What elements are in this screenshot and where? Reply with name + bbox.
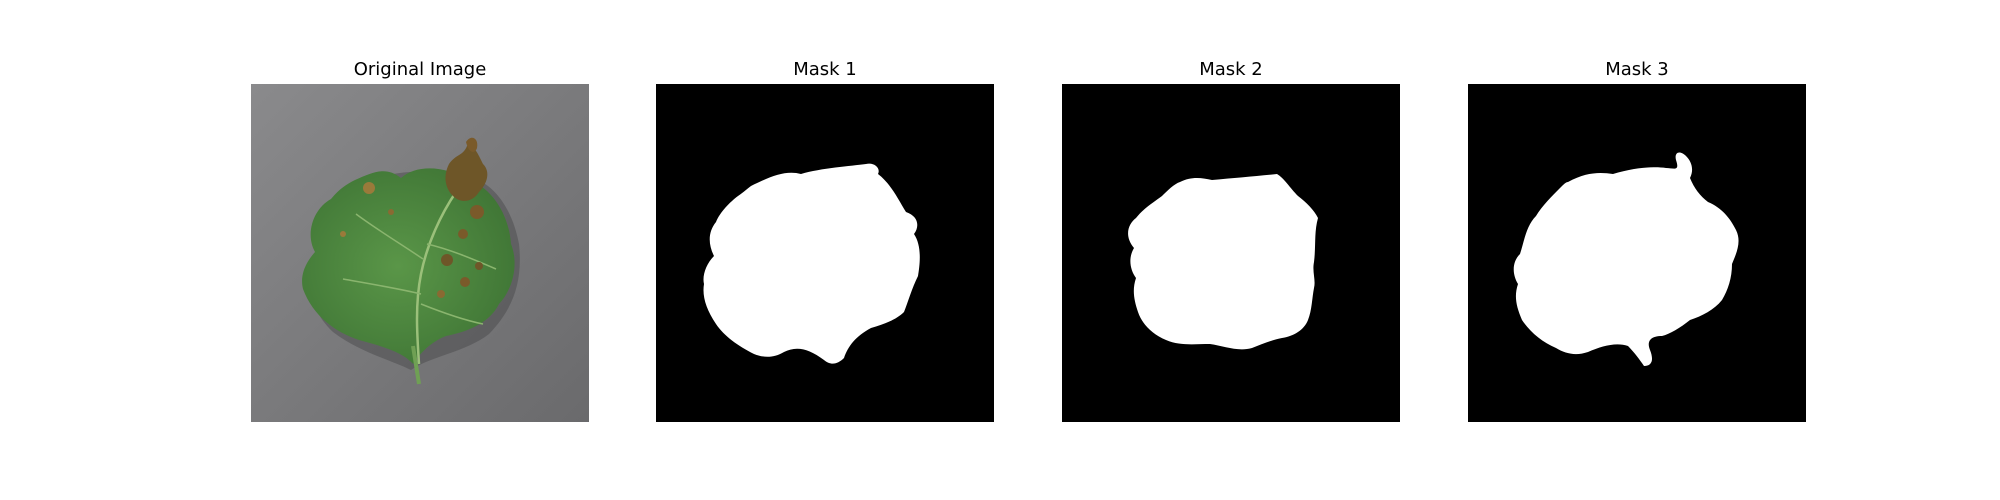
leaf-vein bbox=[355, 213, 424, 260]
leaf-vein bbox=[420, 303, 484, 325]
lesion-spot bbox=[437, 290, 445, 298]
lesion-spot bbox=[363, 182, 375, 194]
lesion-spot bbox=[441, 254, 453, 266]
lesion-spot bbox=[475, 262, 483, 270]
leaf-vein bbox=[426, 243, 497, 270]
leaf-vein bbox=[342, 278, 422, 295]
lesion-spot bbox=[340, 231, 346, 237]
panel-title: Mask 1 bbox=[793, 59, 857, 80]
panel-title: Mask 2 bbox=[1199, 59, 1263, 80]
mask-region bbox=[1128, 174, 1318, 350]
lesion-spot bbox=[470, 205, 484, 219]
mask-region bbox=[703, 163, 920, 364]
mask-image bbox=[1468, 84, 1806, 422]
lesion-spot bbox=[388, 209, 394, 215]
panel-title: Mask 3 bbox=[1605, 59, 1669, 80]
mask-region bbox=[1513, 152, 1739, 366]
lesion-spot bbox=[458, 229, 468, 239]
leaf-stem bbox=[411, 345, 421, 385]
leaf-midrib bbox=[415, 191, 458, 365]
mask-image bbox=[656, 84, 994, 422]
mask-image bbox=[1062, 84, 1400, 422]
panel-original-image: Original Image bbox=[251, 0, 589, 500]
lesion-cluster bbox=[466, 137, 478, 152]
panel-mask-3: Mask 3 bbox=[1468, 0, 1806, 500]
lesion-cluster bbox=[445, 145, 488, 201]
panel-mask-1: Mask 1 bbox=[656, 0, 994, 500]
leaf bbox=[302, 168, 515, 364]
panel-title: Original Image bbox=[353, 59, 487, 80]
lesion-spot bbox=[460, 277, 470, 287]
panel-mask-2: Mask 2 bbox=[1062, 0, 1400, 500]
original-leaf-photo bbox=[251, 84, 589, 422]
